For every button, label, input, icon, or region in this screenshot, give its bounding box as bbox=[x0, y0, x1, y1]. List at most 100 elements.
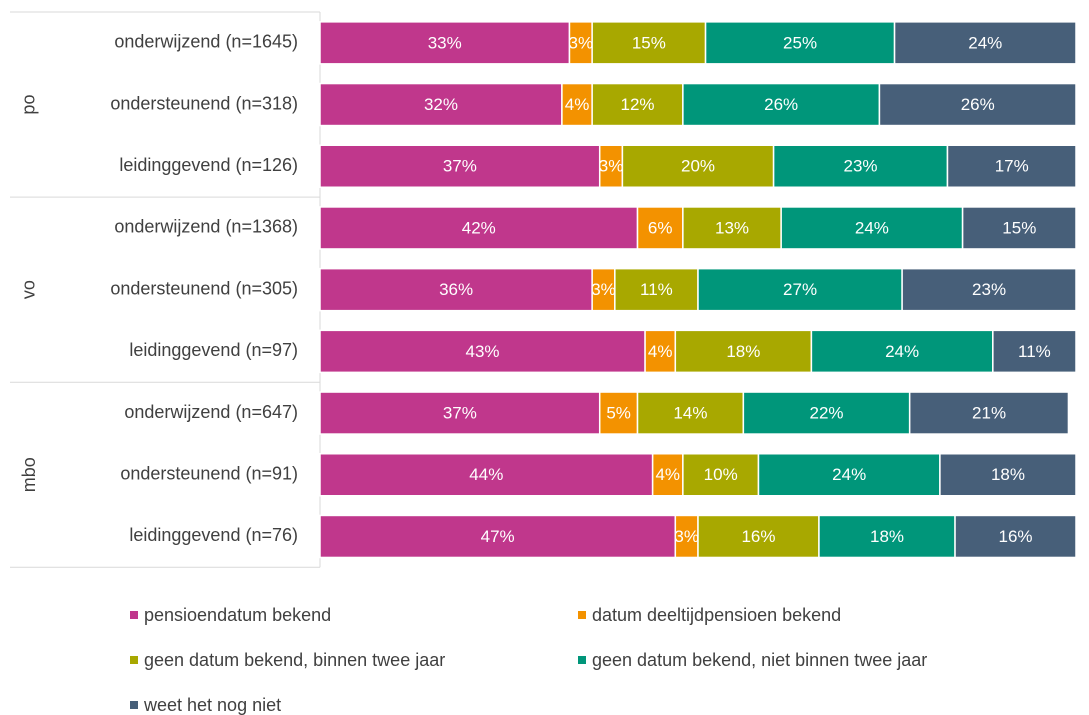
category-label: onderwijzend (n=1645) bbox=[114, 32, 298, 52]
value-label: 15% bbox=[632, 33, 666, 52]
bar-segment bbox=[961, 206, 1077, 250]
value-label: 6% bbox=[648, 218, 673, 237]
value-label: 23% bbox=[972, 280, 1006, 299]
bar-segment bbox=[319, 267, 593, 312]
value-label: 21% bbox=[972, 404, 1006, 423]
category-label: leidinggevend (n=97) bbox=[129, 340, 298, 360]
value-label: 12% bbox=[621, 95, 655, 114]
bar-segment bbox=[319, 453, 654, 497]
group-label: mbo bbox=[19, 457, 39, 492]
value-label: 16% bbox=[741, 527, 775, 546]
value-label: 24% bbox=[855, 218, 889, 237]
bar-segment bbox=[651, 453, 684, 497]
bar-segment bbox=[644, 329, 677, 374]
legend-label: geen datum bekend, niet binnen twee jaar bbox=[592, 650, 927, 670]
value-label: 11% bbox=[640, 280, 673, 299]
value-label: 15% bbox=[1002, 218, 1036, 237]
value-label: 22% bbox=[810, 404, 844, 423]
value-label: 14% bbox=[673, 404, 707, 423]
legend-swatch bbox=[578, 656, 586, 664]
bar-segment bbox=[319, 391, 601, 435]
value-label: 11% bbox=[1018, 342, 1051, 361]
legend-label: datum deeltijdpensioen bekend bbox=[592, 605, 841, 625]
bar-segment bbox=[319, 21, 571, 65]
group-label: po bbox=[19, 95, 39, 115]
bar-segment bbox=[818, 514, 956, 559]
bar-segment bbox=[908, 391, 1070, 435]
value-label: 4% bbox=[648, 342, 673, 361]
bar-segment bbox=[621, 144, 775, 188]
bar-segment bbox=[772, 144, 949, 188]
value-label: 23% bbox=[844, 157, 878, 176]
group-label: vo bbox=[19, 280, 39, 299]
value-label: 26% bbox=[764, 95, 798, 114]
bar-segment bbox=[697, 267, 903, 312]
legend-label: geen datum bekend, binnen twee jaar bbox=[144, 650, 445, 670]
value-label: 3% bbox=[674, 527, 699, 546]
category-label: ondersteunend (n=305) bbox=[110, 278, 298, 298]
category-label: leidinggevend (n=76) bbox=[129, 525, 298, 545]
bar-segment bbox=[682, 453, 760, 497]
value-label: 25% bbox=[783, 33, 817, 52]
value-label: 37% bbox=[443, 404, 477, 423]
bar-segment bbox=[946, 144, 1077, 188]
value-label: 43% bbox=[466, 342, 500, 361]
value-label: 42% bbox=[462, 218, 496, 237]
value-label: 10% bbox=[704, 465, 738, 484]
value-label: 37% bbox=[443, 157, 477, 176]
value-label: 18% bbox=[726, 342, 760, 361]
bar-segment bbox=[704, 21, 896, 65]
category-label: leidinggevend (n=126) bbox=[119, 155, 298, 175]
bar-segment bbox=[591, 21, 707, 65]
legend-swatch bbox=[130, 656, 138, 664]
bar-segment bbox=[939, 453, 1077, 497]
value-label: 27% bbox=[783, 280, 817, 299]
bar-segment bbox=[901, 267, 1077, 312]
bar-segment bbox=[591, 82, 684, 127]
value-label: 3% bbox=[599, 157, 624, 176]
category-label: ondersteunend (n=318) bbox=[110, 93, 298, 113]
value-label: 24% bbox=[832, 465, 866, 484]
value-label: 17% bbox=[995, 157, 1029, 176]
bar-segment bbox=[319, 514, 677, 559]
bar-segment bbox=[682, 206, 782, 250]
bar-segment bbox=[636, 206, 684, 250]
value-label: 4% bbox=[655, 465, 680, 484]
value-label: 13% bbox=[715, 218, 749, 237]
legend-label: pensioendatum bekend bbox=[144, 605, 331, 625]
bar-segment bbox=[810, 329, 994, 374]
value-label: 47% bbox=[481, 527, 515, 546]
value-label: 36% bbox=[439, 280, 473, 299]
value-label: 24% bbox=[968, 33, 1002, 52]
legend-swatch bbox=[130, 701, 138, 709]
value-label: 18% bbox=[991, 465, 1025, 484]
bar-segment bbox=[757, 453, 941, 497]
bar-segment bbox=[614, 267, 699, 312]
value-label: 3% bbox=[591, 280, 616, 299]
value-label: 32% bbox=[424, 95, 458, 114]
value-label: 33% bbox=[428, 33, 462, 52]
category-label: ondersteunend (n=91) bbox=[120, 464, 298, 484]
bar-segment bbox=[893, 21, 1077, 65]
bar-segment bbox=[319, 82, 563, 127]
bar-segment bbox=[742, 391, 911, 435]
category-label: onderwijzend (n=647) bbox=[124, 402, 298, 422]
bar-segment bbox=[954, 514, 1077, 559]
value-label: 3% bbox=[569, 33, 594, 52]
value-label: 20% bbox=[681, 157, 715, 176]
value-label: 5% bbox=[606, 404, 631, 423]
legend-swatch bbox=[130, 611, 138, 619]
bar-segment bbox=[878, 82, 1077, 127]
value-label: 44% bbox=[469, 465, 503, 484]
value-label: 26% bbox=[961, 95, 995, 114]
value-label: 24% bbox=[885, 342, 919, 361]
value-label: 16% bbox=[999, 527, 1033, 546]
bar-segment bbox=[992, 329, 1077, 374]
legend-swatch bbox=[578, 611, 586, 619]
value-label: 18% bbox=[870, 527, 904, 546]
category-label: onderwijzend (n=1368) bbox=[114, 217, 298, 237]
legend-label: weet het nog niet bbox=[143, 695, 281, 715]
bar-segment bbox=[780, 206, 964, 250]
value-label: 4% bbox=[565, 95, 590, 114]
